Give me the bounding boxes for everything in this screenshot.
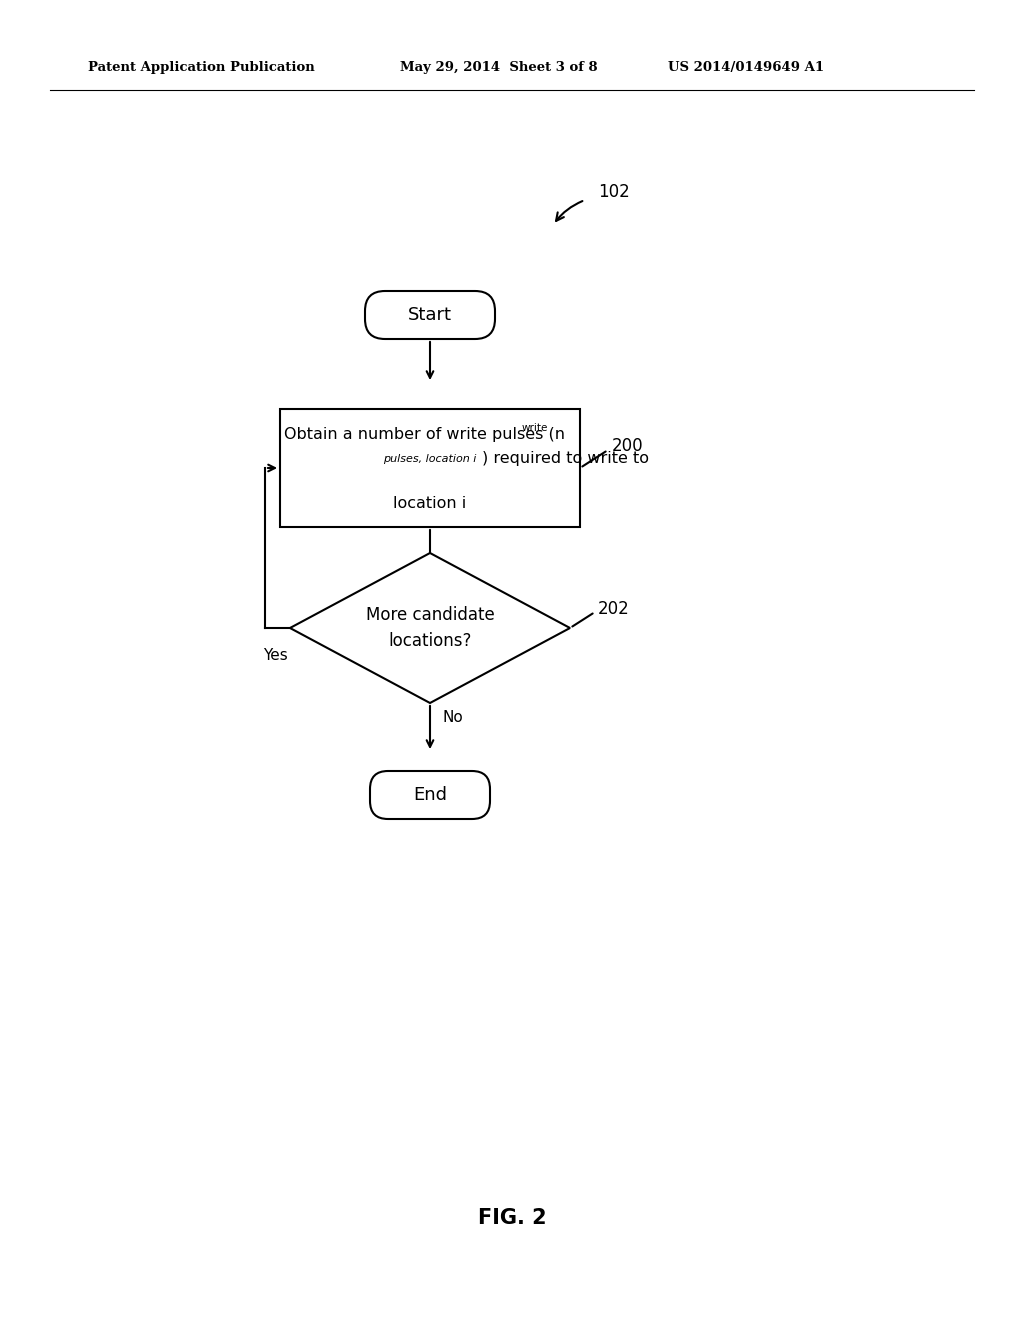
Text: FIG. 2: FIG. 2 [477,1208,547,1228]
Text: Yes: Yes [263,648,288,663]
Text: US 2014/0149649 A1: US 2014/0149649 A1 [668,62,824,74]
Text: May 29, 2014  Sheet 3 of 8: May 29, 2014 Sheet 3 of 8 [400,62,598,74]
Text: 102: 102 [598,183,630,201]
Text: ) required to write to: ) required to write to [482,451,649,466]
Text: locations?: locations? [388,632,472,649]
Text: Obtain a number of write pulses (n: Obtain a number of write pulses (n [285,428,565,442]
Text: End: End [413,785,447,804]
Text: Patent Application Publication: Patent Application Publication [88,62,314,74]
Text: More candidate: More candidate [366,606,495,624]
Text: Start: Start [408,306,452,323]
Polygon shape [290,553,570,704]
Text: 200: 200 [612,437,644,455]
Text: location i: location i [393,496,467,511]
FancyBboxPatch shape [280,409,580,527]
Text: pulses, location i: pulses, location i [383,454,477,465]
Text: No: No [442,710,463,725]
Text: 202: 202 [598,601,630,618]
Text: write: write [522,422,549,433]
FancyBboxPatch shape [370,771,490,818]
FancyBboxPatch shape [365,290,495,339]
